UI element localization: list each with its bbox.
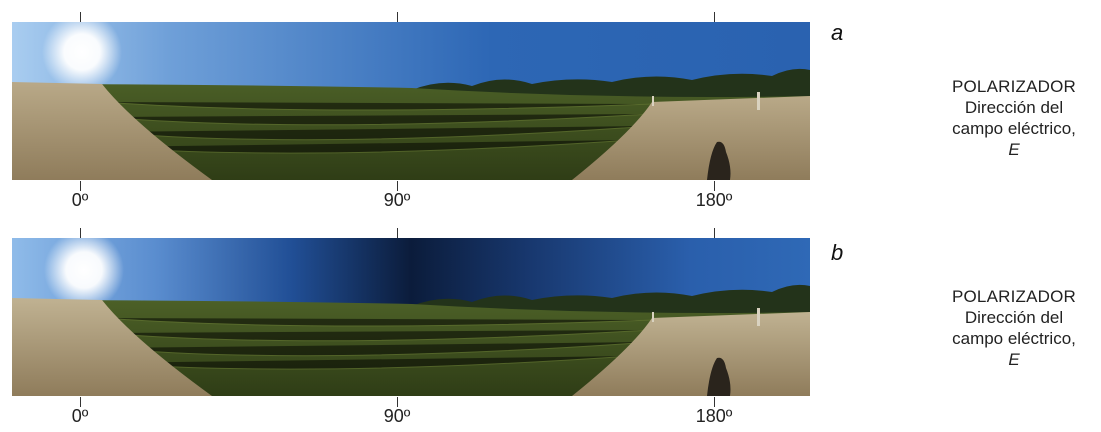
tick-mark	[714, 181, 715, 191]
tick-mark	[80, 12, 81, 22]
panel-letter: b	[831, 240, 844, 265]
tick-mark	[80, 181, 81, 191]
tick-mark	[714, 228, 715, 238]
panorama-photo-a	[12, 22, 810, 180]
caption-symbol: E	[1008, 140, 1020, 159]
tick-mark	[714, 397, 715, 407]
angle-label: 90º	[383, 406, 411, 426]
polarizer-caption: POLARIZADOR Dirección del campo eléctric…	[904, 286, 1101, 370]
caption-line: Dirección del	[964, 98, 1064, 117]
angle-label: 180º	[695, 190, 733, 210]
sun	[42, 22, 122, 92]
tick-mark	[397, 228, 398, 238]
polarizer-caption: POLARIZADOR Dirección del campo eléctric…	[904, 76, 1101, 160]
tick-mark	[714, 12, 715, 22]
tick-mark	[397, 181, 398, 191]
caption-title: POLARIZADOR	[951, 77, 1077, 96]
tick-mark	[80, 228, 81, 238]
sun	[44, 238, 124, 310]
panel-letter: a	[831, 20, 844, 45]
caption-line: Dirección del	[964, 308, 1064, 327]
panel-a: 0º 90º 180º a POLARIZADOR Dirección del …	[12, 12, 1101, 210]
panorama-photo-b	[12, 238, 810, 396]
caption-line: campo eléctrico,	[952, 329, 1076, 348]
angle-label: 0º	[71, 406, 89, 426]
caption-symbol: E	[1008, 350, 1020, 369]
angle-label: 180º	[695, 406, 733, 426]
tick-mark	[397, 397, 398, 407]
caption-title: POLARIZADOR	[951, 287, 1077, 306]
caption-line: campo eléctrico,	[952, 119, 1076, 138]
panel-b: 0º 90º 180º b POLARIZADOR Dirección del …	[0, 216, 1101, 432]
angle-label: 90º	[383, 190, 411, 210]
tick-mark	[397, 12, 398, 22]
angle-label: 0º	[71, 190, 89, 210]
tick-mark	[80, 397, 81, 407]
